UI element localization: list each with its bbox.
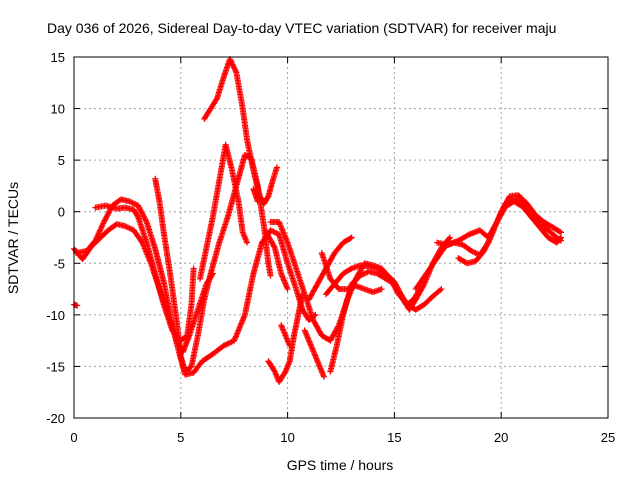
data-point: [230, 62, 237, 69]
data-point: [348, 234, 355, 241]
data-point: [228, 60, 235, 67]
series-trace-16: [305, 234, 355, 303]
data-point: [445, 235, 452, 242]
data-point: [254, 198, 261, 205]
x-tick-label: 5: [177, 430, 184, 445]
x-tick-label: 10: [280, 430, 294, 445]
data-point: [446, 234, 453, 241]
series-trace-13: [301, 327, 327, 380]
data-point: [347, 235, 354, 242]
data-point: [142, 217, 149, 224]
x-tick-label: 20: [494, 430, 508, 445]
y-tick-label: 0: [58, 205, 65, 220]
series-trace-11: [278, 322, 293, 349]
data-point: [420, 282, 427, 289]
data-point: [438, 286, 445, 293]
data-point: [273, 164, 280, 171]
series-trace-14: [327, 234, 453, 375]
axis-ticks: 0 5 10 15 20 25 -20 -15 -10 -5 0 5 10 15: [46, 50, 615, 445]
data-point: [557, 235, 564, 242]
series-trace-8: [250, 186, 261, 205]
data-point: [284, 286, 291, 293]
grid-lines: [74, 57, 608, 418]
data-point: [464, 232, 471, 239]
series-trace-17: [323, 262, 445, 313]
data-point: [220, 342, 227, 349]
data-point: [244, 239, 251, 246]
series-trace-20: [434, 198, 565, 248]
data-point: [558, 234, 565, 241]
data-point: [556, 228, 563, 235]
data-point: [232, 66, 239, 73]
data-point: [227, 339, 234, 346]
data-point: [228, 338, 235, 345]
data-point: [224, 340, 231, 347]
data-point: [228, 58, 235, 65]
y-tick-label: -5: [53, 256, 65, 271]
series-trace-2: [71, 301, 81, 309]
data-point: [231, 65, 238, 72]
series-trace-7: [201, 56, 280, 207]
data-point: [286, 342, 293, 349]
data-point: [232, 68, 239, 75]
series-trace-3: [92, 202, 197, 344]
plot-frame: [73, 56, 609, 419]
y-tick-label: 10: [51, 102, 65, 117]
x-tick-label: 15: [387, 430, 401, 445]
x-tick-label: 0: [70, 430, 77, 445]
data-point: [229, 61, 236, 68]
y-tick-label: -10: [46, 308, 65, 323]
y-tick-label: -20: [46, 411, 65, 426]
data-point: [221, 342, 228, 349]
data-series: [71, 56, 565, 385]
series-trace-6: [197, 141, 251, 282]
data-point: [223, 341, 230, 348]
data-point: [225, 340, 232, 347]
data-point: [134, 212, 141, 219]
y-tick-label: 5: [58, 153, 65, 168]
data-point: [437, 287, 444, 294]
data-point: [74, 302, 81, 309]
series-trace-9: [263, 229, 291, 293]
chart-title: Day 036 of 2026, Sidereal Day-to-day VTE…: [47, 20, 556, 36]
data-point: [558, 229, 565, 236]
y-axis-label: SDTVAR / TECUs: [5, 182, 21, 294]
y-tick-label: 15: [51, 50, 65, 65]
data-point: [312, 311, 319, 318]
data-point: [264, 194, 271, 201]
data-point: [378, 286, 385, 293]
data-point: [347, 266, 354, 273]
data-point: [320, 373, 327, 380]
data-point: [227, 57, 234, 64]
x-tick-label: 25: [601, 430, 615, 445]
data-point: [230, 64, 237, 71]
data-point: [271, 243, 278, 250]
data-point: [213, 96, 220, 103]
series-trace-5: [152, 151, 274, 375]
x-axis-label: GPS time / hours: [287, 457, 394, 473]
data-point: [267, 272, 274, 279]
data-point: [190, 265, 197, 272]
y-tick-label: -15: [46, 359, 65, 374]
